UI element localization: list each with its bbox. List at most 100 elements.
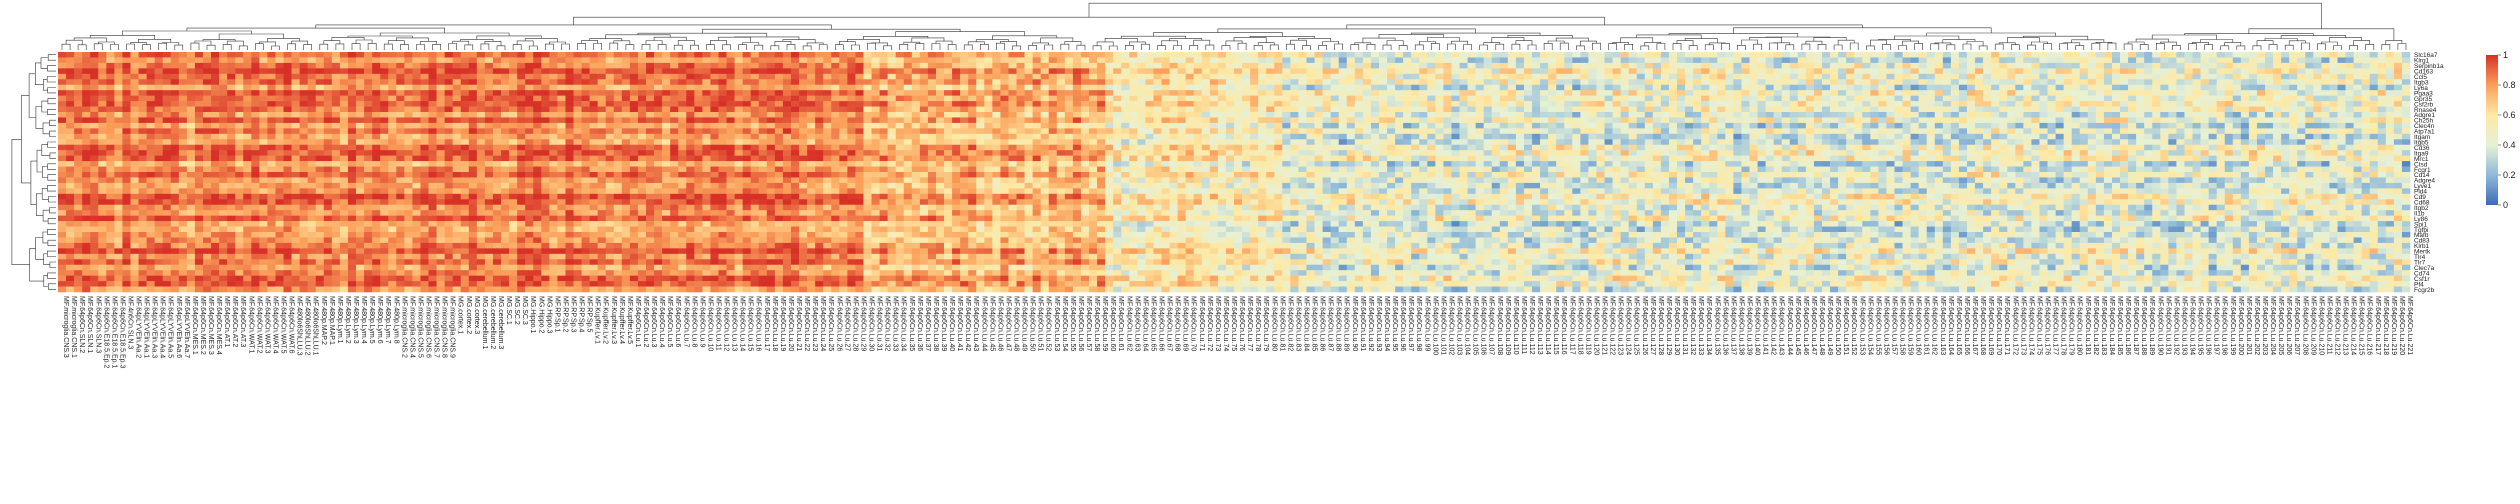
heatmap-cell bbox=[420, 193, 429, 200]
row-dendrogram-branch bbox=[47, 218, 56, 225]
heatmap-cell bbox=[347, 155, 357, 162]
heatmap-cell bbox=[790, 172, 800, 178]
heatmap-cell bbox=[259, 248, 268, 255]
heatmap-cell bbox=[782, 122, 792, 129]
heatmap-cell bbox=[758, 188, 768, 195]
heatmap-cell bbox=[686, 133, 695, 140]
heatmap-cell bbox=[364, 182, 373, 189]
heatmap-cell bbox=[815, 237, 824, 244]
heatmap-cell bbox=[283, 237, 292, 244]
heatmap-cell bbox=[605, 237, 615, 244]
heatmap-cell bbox=[178, 226, 188, 233]
heatmap-cell bbox=[839, 204, 848, 211]
heatmap-cell bbox=[525, 177, 534, 184]
heatmap-cell bbox=[597, 106, 607, 113]
heatmap-cell bbox=[646, 101, 655, 107]
heatmap-cell bbox=[66, 79, 75, 86]
heatmap-cell bbox=[815, 248, 824, 255]
heatmap-cell bbox=[372, 281, 381, 287]
heatmap-cell bbox=[315, 155, 325, 162]
heatmap-cell bbox=[766, 144, 776, 151]
heatmap-cell bbox=[702, 237, 711, 244]
column-dendrogram-branch bbox=[1672, 43, 1682, 50]
heatmap-cell bbox=[412, 122, 421, 129]
heatmap-cell bbox=[774, 106, 784, 113]
column-dendrogram-branch bbox=[1962, 43, 1972, 50]
heatmap-cell bbox=[646, 112, 655, 118]
heatmap-cell bbox=[670, 79, 679, 86]
heatmap-cell bbox=[686, 117, 695, 124]
heatmap-cell bbox=[356, 221, 365, 227]
heatmap-cell bbox=[621, 128, 631, 135]
heatmap-cell bbox=[291, 139, 300, 146]
heatmap-cell bbox=[122, 259, 131, 266]
heatmap-cell bbox=[597, 68, 607, 75]
heatmap-cell bbox=[404, 242, 413, 249]
heatmap-cell bbox=[573, 52, 582, 58]
heatmap-cell bbox=[235, 264, 244, 271]
heatmap-cell bbox=[533, 62, 542, 69]
heatmap-cell bbox=[58, 112, 67, 118]
heatmap-cell bbox=[452, 221, 462, 227]
heatmap-cell bbox=[339, 270, 349, 276]
row-dendrogram-branch bbox=[47, 272, 56, 279]
heatmap-cell bbox=[219, 199, 228, 206]
heatmap-cell bbox=[613, 281, 623, 287]
heatmap-cell bbox=[251, 177, 260, 184]
heatmap-cell bbox=[517, 128, 526, 135]
heatmap-cell bbox=[742, 101, 752, 107]
heatmap-cell bbox=[243, 188, 252, 195]
heatmap-cell bbox=[154, 166, 164, 173]
heatmap-cell bbox=[114, 281, 123, 287]
heatmap-cell bbox=[662, 193, 671, 200]
heatmap-cell bbox=[404, 155, 413, 162]
heatmap-cell bbox=[347, 253, 357, 260]
heatmap-cell bbox=[501, 166, 510, 173]
column-dendrogram-branch bbox=[899, 44, 909, 50]
column-dendrogram-branch bbox=[1849, 42, 1859, 50]
heatmap-cell bbox=[484, 281, 494, 287]
column-dendrogram-branch bbox=[645, 40, 663, 45]
heatmap-cell bbox=[154, 172, 164, 178]
heatmap-cell bbox=[629, 112, 639, 118]
heatmap-cell bbox=[621, 275, 631, 282]
heatmap-cell bbox=[863, 128, 872, 135]
heatmap-cell bbox=[307, 232, 317, 238]
heatmap-cell bbox=[227, 57, 236, 64]
heatmap-cell bbox=[275, 79, 284, 86]
heatmap-cell bbox=[227, 144, 236, 151]
heatmap-cell bbox=[170, 204, 180, 211]
heatmap-cell bbox=[823, 161, 832, 167]
heatmap-cell bbox=[122, 275, 131, 282]
heatmap-cell bbox=[637, 226, 647, 233]
heatmap-cell bbox=[138, 210, 147, 216]
heatmap-cell bbox=[356, 117, 365, 124]
heatmap-cell bbox=[581, 281, 590, 287]
heatmap-cell bbox=[315, 101, 325, 107]
heatmap-cell bbox=[903, 177, 913, 184]
heatmap-cell bbox=[678, 57, 687, 64]
heatmap-cell bbox=[299, 259, 308, 266]
heatmap-cell bbox=[670, 155, 679, 162]
heatmap-cell bbox=[605, 90, 615, 96]
heatmap-cell bbox=[211, 62, 220, 69]
heatmap-cell bbox=[444, 155, 453, 162]
heatmap-cell bbox=[154, 193, 164, 200]
heatmap-cell bbox=[839, 117, 848, 124]
heatmap-cell bbox=[267, 52, 276, 58]
heatmap-cell bbox=[557, 172, 566, 178]
heatmap-cell bbox=[823, 232, 832, 238]
heatmap-cell bbox=[436, 52, 445, 58]
heatmap-cell bbox=[621, 286, 631, 293]
heatmap-cell bbox=[710, 172, 719, 178]
heatmap-cell bbox=[807, 139, 816, 146]
heatmap-cell bbox=[887, 90, 896, 96]
heatmap-cell bbox=[702, 133, 711, 140]
heatmap-cell bbox=[726, 215, 735, 222]
heatmap-cell bbox=[766, 95, 776, 102]
heatmap-cell bbox=[807, 248, 816, 255]
column-dendrogram-branch bbox=[915, 43, 925, 50]
heatmap-cell bbox=[138, 161, 147, 167]
heatmap-cell bbox=[565, 128, 574, 135]
heatmap-cell bbox=[460, 281, 470, 287]
